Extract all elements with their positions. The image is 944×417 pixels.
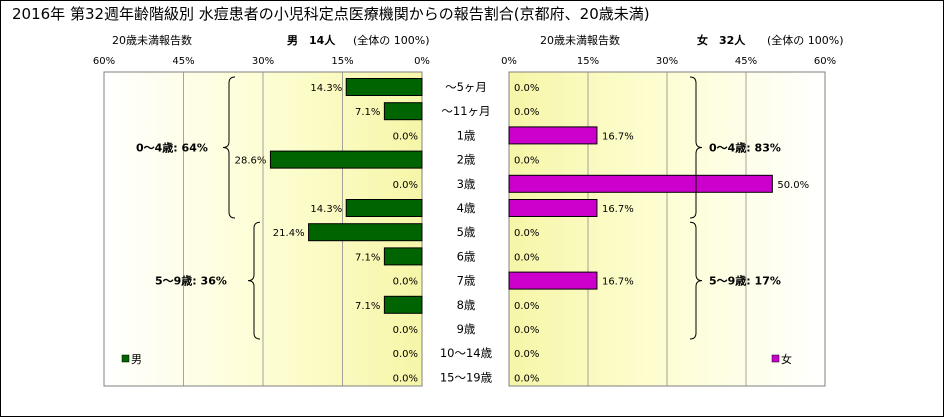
male-value-label: 0.0%: [393, 325, 418, 336]
male-bar: [308, 223, 423, 242]
female-value-label: 16.7%: [602, 277, 634, 288]
female-tick-label: 30%: [656, 56, 678, 67]
male-value-label: 0.0%: [393, 277, 418, 288]
female-value-label: 0.0%: [514, 252, 539, 263]
male-legend-label: 男: [131, 353, 142, 366]
male-tick-labels: 60% 45% 30% 15% 0%: [93, 56, 430, 67]
age-category-label: 9歳: [457, 322, 476, 336]
female-legend-swatch: [771, 354, 780, 363]
age-category-label: 10～14歳: [440, 346, 493, 360]
male-group-label: 5～9歳: 36%: [155, 274, 227, 288]
female-header-label: 20歳未満報告数: [540, 34, 620, 47]
female-bar: [508, 271, 598, 290]
age-category-label: 3歳: [457, 177, 476, 191]
age-category-label: 15～19歳: [440, 370, 493, 384]
male-data-labels: 14.3% 7.1% 0.0% 28.6% 0.0% 14.3% 21.4% 7.1% 0.0%…: [235, 83, 418, 384]
female-tick-label: 15%: [577, 56, 599, 67]
age-group-brackets: 0～4歳: 64% 5～9歳: 36% 0～4歳: 83% 5～9歳: 17%: [136, 76, 781, 340]
female-value-label: 50.0%: [777, 180, 809, 191]
female-tick-label: 45%: [735, 56, 757, 67]
male-header-label: 20歳未満報告数: [112, 34, 192, 47]
age-category-label: ～5ヶ月: [445, 80, 487, 94]
male-bar: [345, 199, 423, 217]
female-bars: [508, 126, 773, 290]
age-category-label: 6歳: [457, 249, 476, 263]
male-header-sex: 男: [287, 34, 298, 47]
female-group-bracket: [689, 76, 703, 219]
male-header-total: (全体の 100%): [353, 33, 430, 47]
male-tick-label: 30%: [252, 56, 274, 67]
male-legend-swatch: [121, 354, 130, 363]
female-value-label: 0.0%: [514, 349, 539, 360]
age-category-label: ～11ヶ月: [441, 104, 490, 118]
male-panel-header: 20歳未満報告数 男 14人 (全体の 100%): [112, 33, 430, 47]
male-bar: [383, 102, 423, 121]
male-value-label: 21.4%: [273, 228, 305, 239]
female-tick-label: 0%: [501, 56, 517, 67]
female-bar: [508, 199, 598, 217]
female-panel-header: 20歳未満報告数 女 32人 (全体の 100%): [540, 33, 844, 47]
female-value-label: 0.0%: [514, 228, 539, 239]
age-category-label: 7歳: [457, 274, 476, 288]
age-category-label: 2歳: [457, 153, 476, 167]
male-value-label: 7.1%: [355, 301, 380, 312]
male-bar: [269, 150, 423, 169]
male-bar: [383, 247, 423, 266]
female-value-label: 0.0%: [514, 107, 539, 118]
female-group-bracket: [689, 221, 703, 340]
female-value-label: 0.0%: [514, 325, 539, 336]
male-group-bracket: [247, 221, 261, 340]
male-tick-label: 15%: [331, 56, 353, 67]
female-bar: [508, 174, 773, 193]
female-bar: [508, 126, 598, 145]
female-legend-label: 女: [781, 352, 792, 366]
male-value-label: 0.0%: [393, 131, 418, 142]
male-tick-label: 0%: [414, 56, 430, 67]
male-value-label: 0.0%: [393, 180, 418, 191]
male-value-label: 0.0%: [393, 373, 418, 384]
male-legend: 男: [121, 353, 142, 366]
female-tick-label: 60%: [814, 56, 836, 67]
male-value-label: 14.3%: [310, 83, 342, 94]
female-value-label: 16.7%: [602, 204, 634, 215]
female-header-count: 32人: [719, 33, 746, 47]
male-value-label: 28.6%: [235, 156, 267, 167]
female-value-label: 0.0%: [514, 83, 539, 94]
male-header-count: 14人: [309, 33, 336, 47]
female-value-label: 0.0%: [514, 373, 539, 384]
age-category-label: 8歳: [457, 298, 476, 312]
female-legend: 女: [771, 352, 792, 366]
age-category-labels: ～5ヶ月 ～11ヶ月 1歳 2歳 3歳 4歳 5歳 6歳 7歳 8歳 9歳 10～14歳 15～19歳: [440, 80, 493, 384]
male-value-label: 0.0%: [393, 349, 418, 360]
male-value-label: 7.1%: [355, 252, 380, 263]
female-tick-labels: 0% 15% 30% 45% 60%: [501, 56, 836, 67]
male-group-bracket: [222, 76, 236, 219]
male-bar: [345, 78, 423, 96]
male-tick-label: 45%: [172, 56, 194, 67]
age-category-label: 1歳: [457, 128, 476, 142]
male-tick-label: 60%: [93, 56, 115, 67]
male-bars: [269, 78, 423, 314]
female-value-label: 0.0%: [514, 301, 539, 312]
age-category-label: 4歳: [457, 201, 476, 215]
female-group-label: 0～4歳: 83%: [709, 141, 781, 155]
age-category-label: 5歳: [457, 225, 476, 239]
female-header-total: (全体の 100%): [767, 33, 844, 47]
female-grid: [587, 72, 747, 386]
male-value-label: 7.1%: [355, 107, 380, 118]
male-group-label: 0～4歳: 64%: [136, 141, 208, 155]
female-value-label: 0.0%: [514, 156, 539, 167]
female-header-sex: 女: [697, 33, 708, 47]
female-data-labels: 0.0% 0.0% 16.7% 0.0% 50.0% 16.7% 0.0% 0.0% 16.7%…: [514, 83, 809, 384]
female-group-label: 5～9歳: 17%: [709, 274, 781, 288]
chart-title: 2016年 第32週年齢階級別 水痘患者の小児科定点医療機関からの報告割合(京都…: [12, 5, 650, 23]
male-bar: [383, 295, 423, 314]
male-value-label: 14.3%: [310, 204, 342, 215]
female-value-label: 16.7%: [602, 131, 634, 142]
